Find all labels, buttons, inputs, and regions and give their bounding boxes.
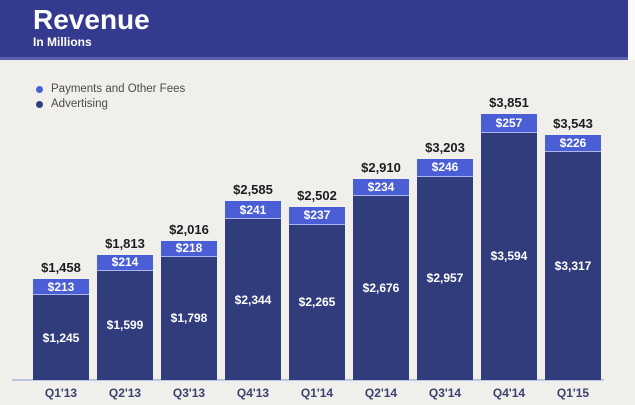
bar-group: $1,458 $213 $1,245 Q1'13 <box>33 260 89 400</box>
bar-segment-payments: $218 <box>161 240 217 257</box>
page-title: Revenue <box>33 4 150 35</box>
bar-segment-payments: $246 <box>417 158 473 177</box>
bar-total-label: $2,502 <box>297 188 337 204</box>
bar-segment-advertising: $1,245 <box>33 295 89 380</box>
x-axis-label: Q2'14 <box>364 386 398 400</box>
bar-group: $1,813 $214 $1,599 Q2'13 <box>97 235 153 400</box>
legend-dot-advertising-icon <box>36 101 43 108</box>
legend-item-payments: Payments and Other Fees <box>36 82 185 97</box>
x-axis-label: Q1'15 <box>556 386 590 400</box>
bar-group: $2,502 $237 $2,265 Q1'14 <box>289 188 345 400</box>
x-axis-label: Q3'13 <box>172 386 206 400</box>
bar-total-label: $2,585 <box>233 182 273 198</box>
bar-segment-advertising: $2,957 <box>417 176 473 380</box>
bar-total-label: $3,203 <box>425 139 465 155</box>
bar-segment-payments: $237 <box>289 207 345 225</box>
bar-segment-advertising: $3,317 <box>545 151 601 380</box>
x-axis-label: Q4'13 <box>236 386 270 400</box>
bar-segment-advertising: $2,265 <box>289 224 345 380</box>
bar-total-label: $3,543 <box>553 116 593 132</box>
bar-group: $2,910 $234 $2,676 Q2'14 <box>353 160 409 400</box>
bar: $246 $2,957 <box>417 158 473 380</box>
bar-group: $2,585 $241 $2,344 Q4'13 <box>225 182 281 400</box>
header: Revenue In Millions <box>0 0 628 60</box>
bar-segment-payments: $257 <box>481 114 537 133</box>
page-subtitle: In Millions <box>33 35 92 49</box>
bar: $218 $1,798 <box>161 240 217 380</box>
legend: Payments and Other Fees Advertising <box>36 82 185 112</box>
bar-total-label: $1,458 <box>41 260 81 276</box>
bar: $241 $2,344 <box>225 201 281 380</box>
x-axis-label: Q1'14 <box>300 386 334 400</box>
bar: $213 $1,245 <box>33 279 89 380</box>
header-right-gap <box>628 0 635 60</box>
bar-segment-payments: $226 <box>545 135 601 152</box>
bar: $214 $1,599 <box>97 254 153 380</box>
bar-group: $2,016 $218 $1,798 Q3'13 <box>161 221 217 400</box>
bar: $237 $2,265 <box>289 207 345 380</box>
x-axis-label: Q1'13 <box>44 386 78 400</box>
bar-segment-advertising: $3,594 <box>481 132 537 380</box>
bar-total-label: $3,851 <box>489 95 529 110</box>
bar-group: $3,203 $246 $2,957 Q3'14 <box>417 139 473 400</box>
bar-total-label: $1,813 <box>105 235 145 251</box>
x-axis-label: Q4'14 <box>492 386 526 400</box>
bar-total-label: $2,016 <box>169 221 209 237</box>
bar-segment-advertising: $2,676 <box>353 196 409 380</box>
legend-label-advertising: Advertising <box>51 98 108 110</box>
bar-segment-payments: $234 <box>353 179 409 197</box>
bar-segment-payments: $213 <box>33 279 89 295</box>
bar-segment-advertising: $1,798 <box>161 256 217 380</box>
revenue-bar-chart: $1,458 $213 $1,245 Q1'13 $1,813 $214 $1,599 Q2'… <box>33 95 601 400</box>
bar: $234 $2,676 <box>353 179 409 380</box>
bar: $226 $3,317 <box>545 135 601 380</box>
bar-segment-advertising: $2,344 <box>225 219 281 380</box>
bar-total-label: $2,910 <box>361 160 401 175</box>
legend-dot-payments-icon <box>36 86 43 93</box>
legend-item-advertising: Advertising <box>36 97 185 112</box>
bar: $257 $3,594 <box>481 114 537 380</box>
bar-segment-payments: $214 <box>97 254 153 271</box>
x-axis-label: Q2'13 <box>108 386 142 400</box>
x-axis-line <box>12 379 604 381</box>
bar-group: $3,543 $226 $3,317 Q1'15 <box>545 116 601 400</box>
bar-segment-advertising: $1,599 <box>97 270 153 380</box>
bar-group: $3,851 $257 $3,594 Q4'14 <box>481 95 537 400</box>
bar-segment-payments: $241 <box>225 201 281 219</box>
x-axis-label: Q3'14 <box>428 386 462 400</box>
legend-label-payments: Payments and Other Fees <box>51 83 186 95</box>
